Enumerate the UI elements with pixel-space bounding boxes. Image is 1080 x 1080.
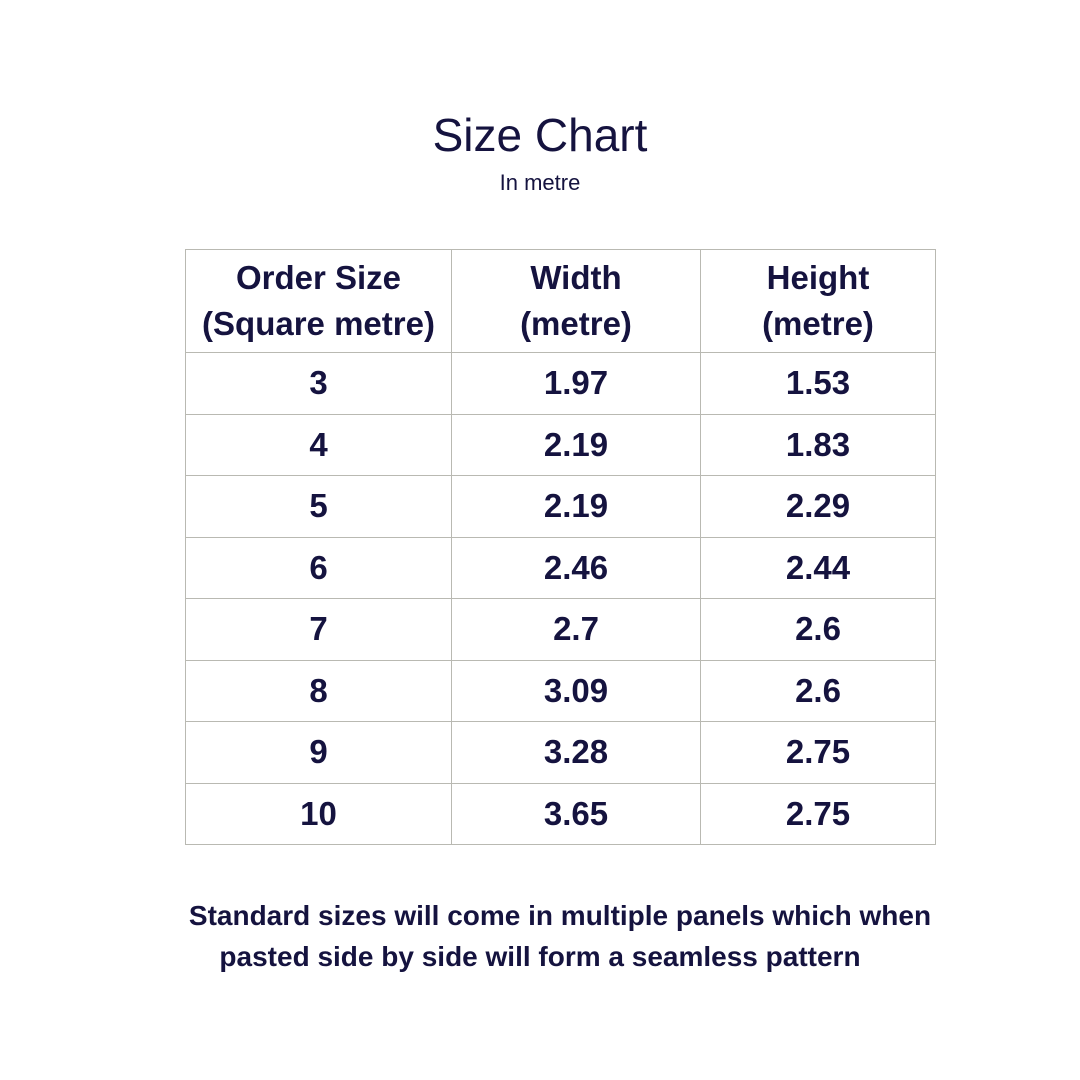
cell-height: 1.53 [700, 352, 936, 415]
table-row: 7 2.7 2.6 [185, 598, 936, 661]
table-row: 9 3.28 2.75 [185, 721, 936, 784]
cell-width: 3.65 [451, 782, 701, 845]
note-line-1: Standard sizes will come in multiple pan… [188, 900, 932, 931]
cell-width: 3.09 [451, 659, 701, 722]
table-row: 6 2.46 2.44 [185, 536, 936, 599]
cell-order-size: 5 [185, 475, 452, 538]
cell-order-size: 8 [185, 659, 452, 722]
cell-width: 2.7 [451, 598, 701, 661]
table-row: 10 3.65 2.75 [185, 782, 936, 845]
cell-height: 2.75 [700, 721, 936, 784]
header-height: Height (metre) [700, 249, 936, 353]
cell-width: 2.19 [451, 475, 701, 538]
cell-height: 2.29 [700, 475, 936, 538]
cell-order-size: 4 [185, 413, 452, 476]
table-row: 5 2.19 2.29 [185, 475, 936, 538]
table-row: 4 2.19 1.83 [185, 413, 936, 476]
table-row: 3 1.97 1.53 [185, 352, 936, 415]
cell-width: 2.46 [451, 536, 701, 599]
cell-height: 2.75 [700, 782, 936, 845]
cell-order-size: 10 [185, 782, 452, 845]
table-row: 8 3.09 2.6 [185, 659, 936, 722]
cell-order-size: 3 [185, 352, 452, 415]
note-line-2: pasted side by side will form a seamless… [219, 941, 861, 972]
size-table: Order Size (Square metre) Width (metre) He… [185, 249, 936, 845]
footer-note: Standard sizes will come in multiple pan… [0, 895, 1080, 977]
table-header-row: Order Size (Square metre) Width (metre) He… [185, 249, 936, 353]
cell-width: 2.19 [451, 413, 701, 476]
cell-width: 3.28 [451, 721, 701, 784]
cell-height: 1.83 [700, 413, 936, 476]
cell-width: 1.97 [451, 352, 701, 415]
cell-height: 2.44 [700, 536, 936, 599]
header-order-size: Order Size (Square metre) [185, 249, 452, 353]
cell-order-size: 9 [185, 721, 452, 784]
cell-height: 2.6 [700, 598, 936, 661]
cell-order-size: 7 [185, 598, 452, 661]
cell-height: 2.6 [700, 659, 936, 722]
page-title: Size Chart [432, 109, 648, 161]
cell-order-size: 6 [185, 536, 452, 599]
header-width: Width (metre) [451, 249, 701, 353]
page-subtitle: In metre [499, 170, 581, 195]
